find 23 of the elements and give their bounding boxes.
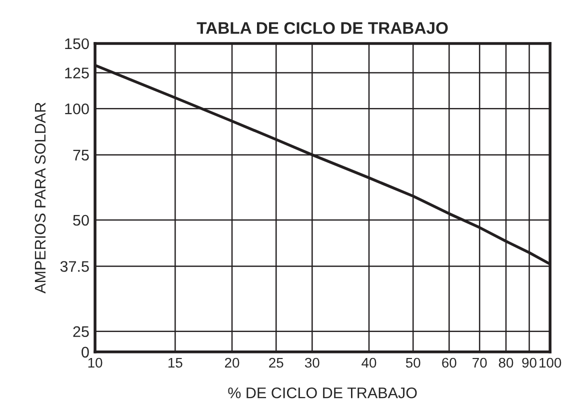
x-tick-label: 60 [442,358,456,368]
x-tick-label: 30 [304,358,320,368]
y-tick-label: 100 [65,103,89,114]
x-tick-label: 15 [168,358,182,368]
x-tick-label: 25 [269,358,284,368]
chart-title: TABLA DE CICLO DE TRABAJO [196,22,448,34]
x-tick-label: 50 [406,358,420,368]
y-tick-label: 0 [82,346,89,358]
y-tick-label: 50 [73,214,89,226]
y-tick-label: 150 [65,38,89,50]
x-tick-label: 80 [498,358,514,368]
x-tick-label: 90 [522,358,536,368]
x-tick-label: 10 [88,358,102,368]
y-tick-label: 125 [65,68,89,78]
y-tick-label: 75 [73,150,89,161]
x-tick-label: 100 [540,358,562,368]
x-axis-title: % DE CICLO DE TRABAJO [228,387,417,398]
y-tick-label: 25 [73,326,89,338]
y-tick-label: 37.5 [60,261,89,272]
x-tick-label: 40 [362,358,376,368]
x-tick-label: 20 [224,358,240,368]
x-tick-label: 70 [472,358,487,368]
y-axis-title: AMPERIOS PARA SOLDAR [34,102,46,294]
